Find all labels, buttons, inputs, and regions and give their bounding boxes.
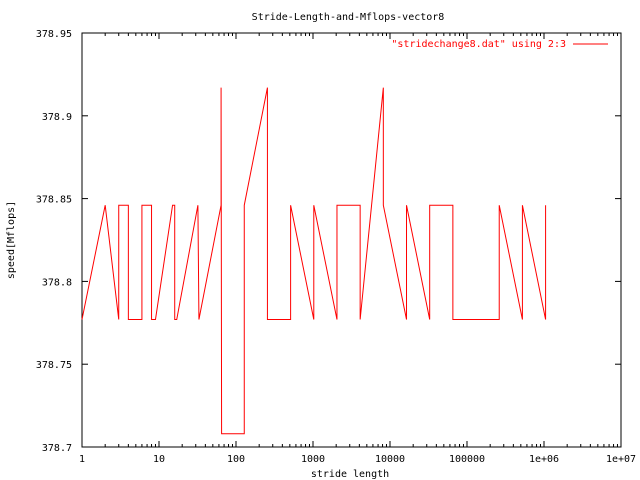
x-tick-label: 1e+07	[606, 454, 636, 465]
x-axis: 1 10 100 1000 10000 100000 1e+06 1e+07	[79, 33, 636, 465]
plot-frame	[81, 32, 622, 448]
legend: "stridechange8.dat" using 2:3	[391, 39, 608, 50]
y-axis: 378.7 378.75 378.8 378.85 378.9 378.95	[36, 29, 621, 454]
y-tick-label: 378.8	[42, 277, 72, 288]
series-layer	[81, 87, 547, 435]
y-axis-label: speed[Mflops]	[6, 201, 17, 279]
y-tick-label: 378.9	[42, 112, 72, 123]
series-line	[81, 87, 547, 435]
y-tick-label: 378.85	[36, 195, 72, 206]
legend-entry-label: "stridechange8.dat" using 2:3	[391, 39, 566, 50]
x-tick-label: 1e+06	[529, 454, 559, 465]
x-tick-label: 1000	[301, 454, 325, 465]
y-tick-label: 378.95	[36, 29, 72, 40]
x-axis-label: stride length	[311, 469, 389, 480]
x-tick-label: 100	[227, 454, 245, 465]
x-tick-label: 10	[153, 454, 165, 465]
x-tick-label: 1	[79, 454, 85, 465]
chart-title: Stride-Length-and-Mflops-vector8	[252, 12, 445, 23]
y-tick-label: 378.75	[36, 360, 72, 371]
x-tick-label: 100000	[449, 454, 485, 465]
y-tick-label: 378.7	[42, 443, 72, 454]
x-tick-label: 10000	[375, 454, 405, 465]
